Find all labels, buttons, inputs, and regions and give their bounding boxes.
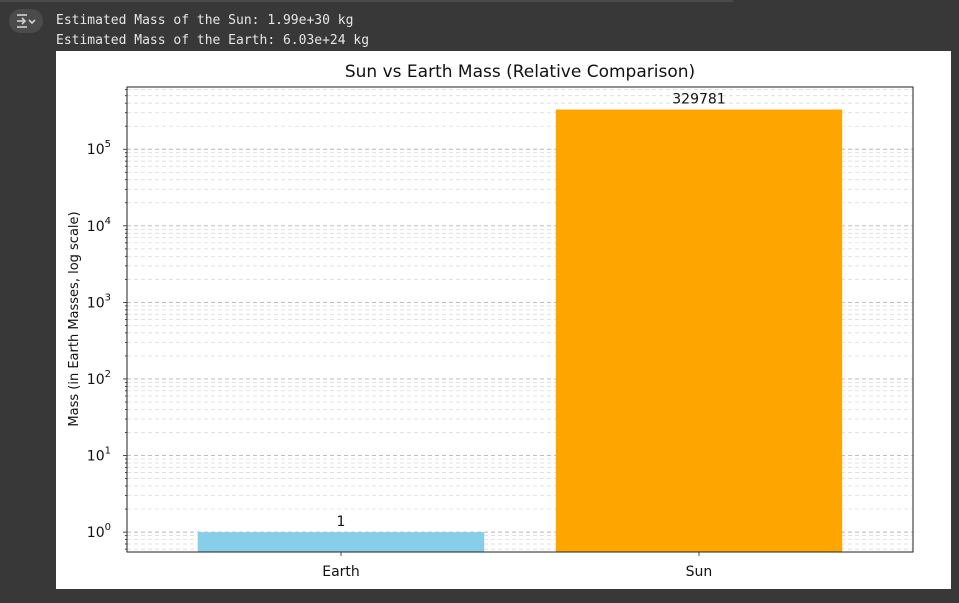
y-tick-label: 105 — [87, 139, 111, 158]
chart-image: Earth 1 Sun 329781 100 101 102 103 104 105 Sun vs… — [56, 51, 951, 589]
y-tick-label: 101 — [87, 446, 111, 465]
stdout-output: Estimated Mass of the Sun: 1.99e+30 kg Es… — [56, 11, 369, 51]
x-tick-label-sun: Sun — [686, 564, 713, 580]
data-label-sun: 329781 — [672, 92, 725, 108]
cell-divider — [0, 0, 733, 2]
data-label-earth: 1 — [337, 514, 346, 530]
bar-chart: Earth 1 Sun 329781 100 101 102 103 104 105 Sun vs… — [67, 62, 914, 580]
tick-layer — [123, 89, 700, 556]
y-tick-label: 103 — [87, 292, 111, 311]
chart-title: Sun vs Earth Mass (Relative Comparison) — [345, 62, 695, 82]
output-line-earth-mass: Estimated Mass of the Earth: 6.03e+24 kg — [56, 33, 370, 48]
output-toggle-button[interactable] — [9, 9, 43, 33]
label-layer: Earth 1 Sun 329781 100 101 102 103 104 105 — [87, 92, 726, 580]
bar-layer — [197, 109, 843, 553]
output-collapse-icon — [17, 14, 36, 28]
y-tick-label: 100 — [87, 522, 111, 541]
y-axis-label: Mass (in Earth Masses, log scale) — [67, 211, 82, 426]
x-tick-label-earth: Earth — [322, 564, 360, 580]
y-tick-label: 104 — [87, 216, 111, 235]
bar-sun — [555, 109, 843, 553]
bar-earth — [197, 532, 485, 552]
y-tick-label: 102 — [87, 369, 111, 388]
output-line-sun-mass: Estimated Mass of the Sun: 1.99e+30 kg — [56, 13, 354, 28]
